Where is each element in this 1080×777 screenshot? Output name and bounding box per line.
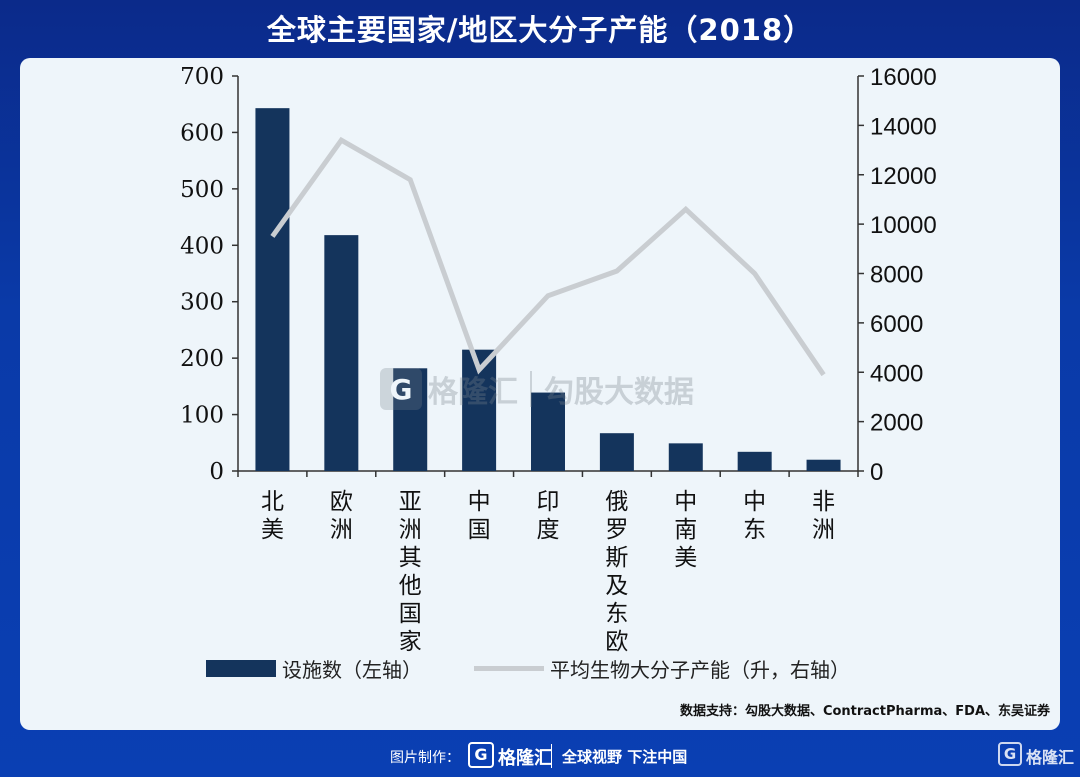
- watermark-divider: [530, 371, 532, 407]
- footer-logo-icon: G: [468, 742, 494, 768]
- category-label-4: 印度: [537, 489, 560, 543]
- legend-bar-swatch: [206, 659, 276, 677]
- right-tick-label: 0: [870, 459, 883, 486]
- footer: 图片制作： G 格隆汇 全球视野 下注中国 G 格隆汇: [0, 738, 1080, 774]
- watermark-logo-icon: G: [380, 368, 422, 410]
- left-tick-label: 500: [180, 177, 224, 203]
- left-tick-label: 100: [180, 403, 224, 429]
- watermark: G 格隆汇 勾股大数据: [380, 367, 710, 411]
- chart-title: 全球主要国家/地区大分子产能（2018）: [266, 13, 814, 47]
- right-tick-label: 14000: [870, 113, 937, 140]
- category-label-0: 北美: [261, 489, 284, 543]
- category-label-8: 非洲: [812, 489, 835, 543]
- left-tick-label: 400: [180, 233, 224, 259]
- bar-series: [255, 108, 841, 471]
- bar-line-chart: 0 100 200 300 400 500 600 700 0 2000 4000 6000 8000 1…: [180, 64, 937, 655]
- right-tick-label: 6000: [870, 311, 923, 338]
- corner-logo-icon: G: [998, 742, 1022, 766]
- watermark-text: 勾股大数据: [544, 375, 694, 410]
- category-label-7: 中东: [743, 489, 766, 543]
- watermark-brand: 格隆汇: [428, 375, 518, 410]
- chart-axes: 0 100 200 300 400 500 600 700 0 2000 4000 6000 8000 1…: [180, 64, 937, 486]
- category-label-6: 中南美: [674, 489, 697, 571]
- bar-7: [737, 451, 772, 471]
- footer-divider: [551, 744, 552, 768]
- category-label-1: 欧洲: [330, 489, 353, 543]
- left-tick-label: 300: [180, 290, 224, 316]
- right-tick-label: 10000: [870, 212, 937, 239]
- left-tick-label: 700: [180, 64, 224, 90]
- category-label-5: 俄罗斯及东欧: [605, 489, 628, 655]
- footer-slogan: 全球视野 下注中国: [562, 748, 688, 766]
- bar-2: [393, 368, 428, 471]
- right-tick-label: 8000: [870, 262, 923, 289]
- bar-1: [324, 235, 359, 471]
- bar-8: [806, 459, 841, 471]
- category-label-2: 亚洲其他国家: [399, 489, 422, 655]
- bar-6: [668, 443, 703, 471]
- line-series: [270, 136, 826, 377]
- corner-brand: 格隆汇: [1025, 748, 1074, 767]
- left-tick-label: 0: [209, 459, 224, 485]
- right-tick-label: 4000: [870, 360, 923, 387]
- right-tick-label: 12000: [870, 163, 937, 190]
- bar-4: [531, 392, 565, 471]
- right-tick-label: 2000: [870, 410, 923, 437]
- left-tick-label: 600: [180, 120, 224, 146]
- chart-panel: 0 100 200 300 400 500 600 700 0 2000 4000 6000 8000 1…: [20, 58, 1060, 730]
- bar-0: [255, 108, 290, 471]
- chart-legend: 设施数（左轴） 平均生物大分子产能（升，右轴）: [206, 652, 850, 684]
- left-tick-label: 200: [180, 346, 224, 372]
- category-label-3: 中国: [468, 489, 491, 543]
- right-tick-label: 16000: [870, 64, 937, 91]
- legend-line-label: 平均生物大分子产能（升，右轴）: [550, 657, 850, 682]
- bar-5: [599, 433, 634, 471]
- footer-brand: 格隆汇: [498, 748, 552, 769]
- data-source: 数据支持：勾股大数据、ContractPharma、FDA、东吴证券: [679, 704, 1050, 719]
- legend-bar-label: 设施数（左轴）: [282, 657, 422, 682]
- footer-made-by: 图片制作：: [390, 750, 460, 766]
- legend-line-swatch: [474, 665, 544, 671]
